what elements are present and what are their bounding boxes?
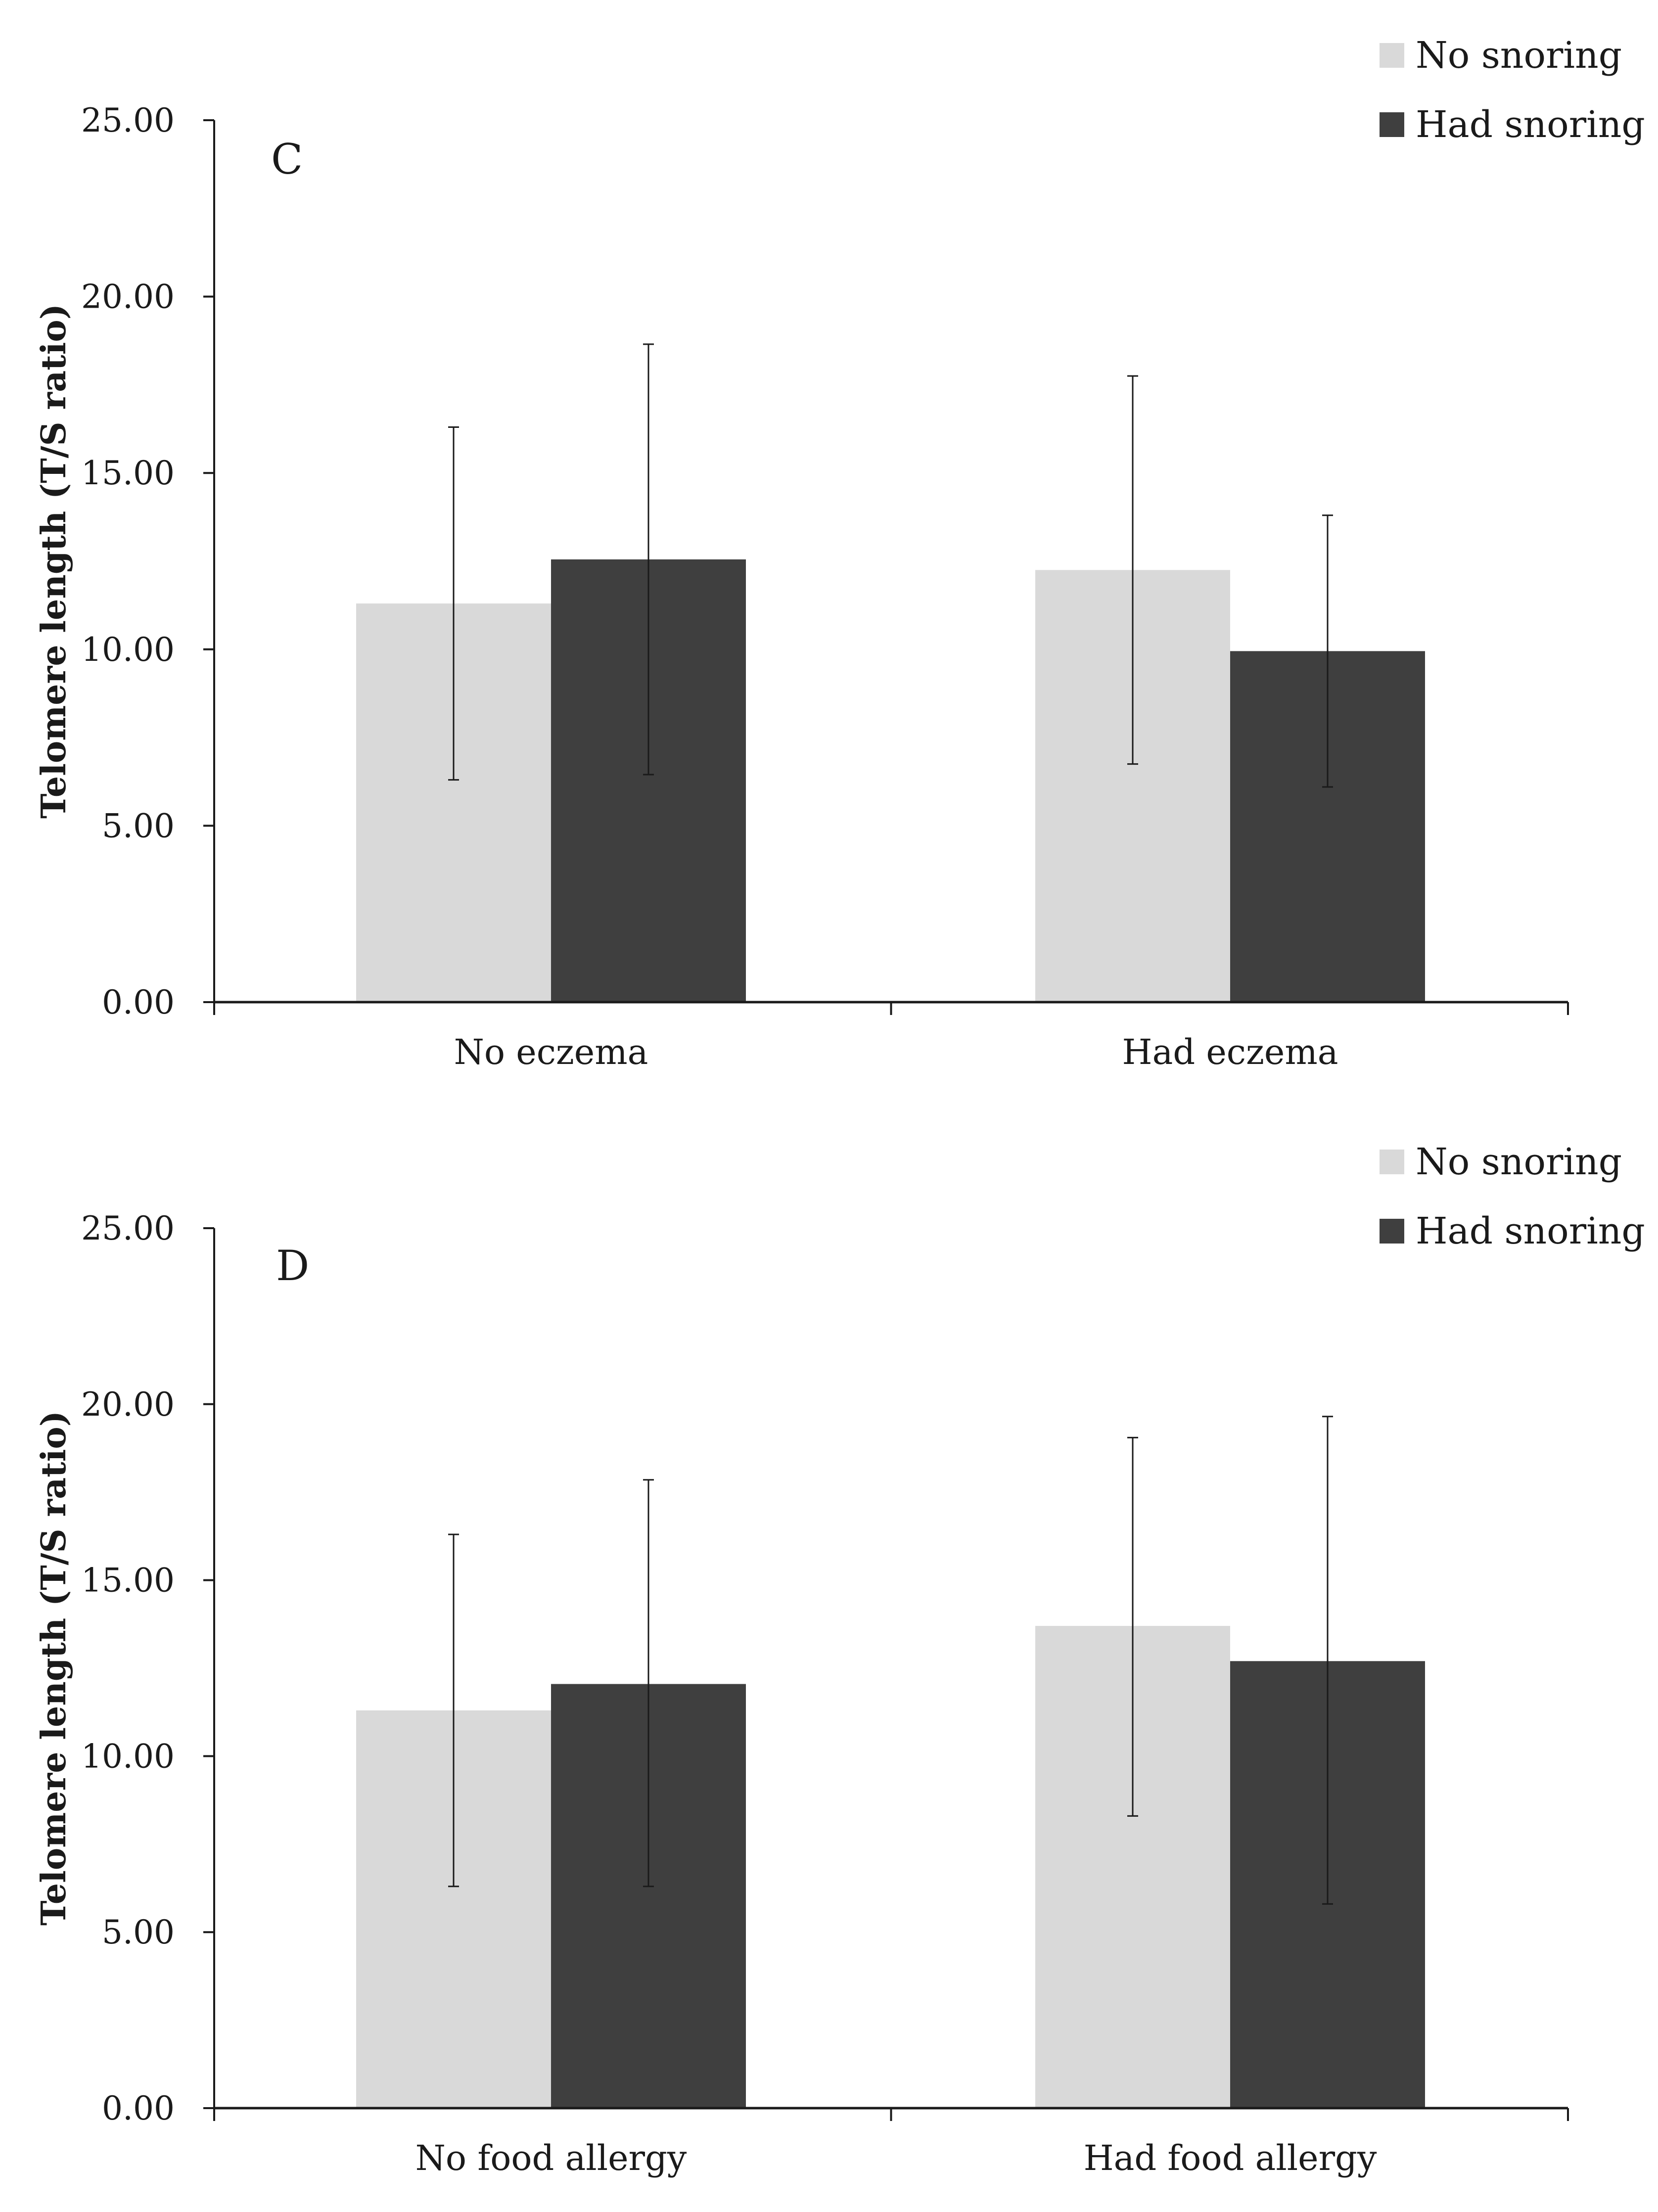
y-tick-label: 10.00 xyxy=(81,631,175,669)
y-tick-label: 25.00 xyxy=(81,1209,175,1247)
panel-label: D xyxy=(276,1242,309,1290)
panel-label: C xyxy=(271,135,303,184)
y-tick-label: 20.00 xyxy=(81,1385,175,1424)
x-category-label: No food allergy xyxy=(415,2138,687,2178)
x-category-label: No eczema xyxy=(454,1032,648,1072)
y-tick-label: 10.00 xyxy=(81,1737,175,1775)
chart-panel-d: 0.00 5.00 10.00 15.00 20.00 25.00 No food alle… xyxy=(34,1141,1645,2178)
y-axis-title: Telomere length (T/S ratio) xyxy=(34,304,74,819)
legend-label: No snoring xyxy=(1416,1141,1622,1183)
legend-swatch-had-snoring xyxy=(1380,112,1404,137)
y-tick-label: 5.00 xyxy=(102,1913,175,1951)
legend-label: Had snoring xyxy=(1416,103,1645,146)
y-tick-label: 25.00 xyxy=(81,101,175,139)
y-tick-label: 5.00 xyxy=(102,807,175,845)
legend-label: No snoring xyxy=(1416,34,1622,77)
legend-label: Had snoring xyxy=(1416,1210,1645,1252)
chart-panel-c: 0.00 5.00 10.00 15.00 20.00 25.00 No eczema Had… xyxy=(34,34,1645,1072)
y-tick-label: 15.00 xyxy=(81,454,175,492)
y-axis-title: Telomere length (T/S ratio) xyxy=(34,1411,74,1926)
legend-swatch-had-snoring xyxy=(1380,1219,1404,1244)
y-tick-label: 0.00 xyxy=(102,983,175,1021)
legend-swatch-no-snoring xyxy=(1380,1150,1404,1174)
y-tick-label: 0.00 xyxy=(102,2089,175,2127)
legend-swatch-no-snoring xyxy=(1380,43,1404,68)
y-tick-label: 20.00 xyxy=(81,278,175,316)
x-category-label: Had eczema xyxy=(1122,1032,1338,1072)
y-tick-label: 15.00 xyxy=(81,1562,175,1600)
x-category-label: Had food allergy xyxy=(1084,2138,1377,2178)
